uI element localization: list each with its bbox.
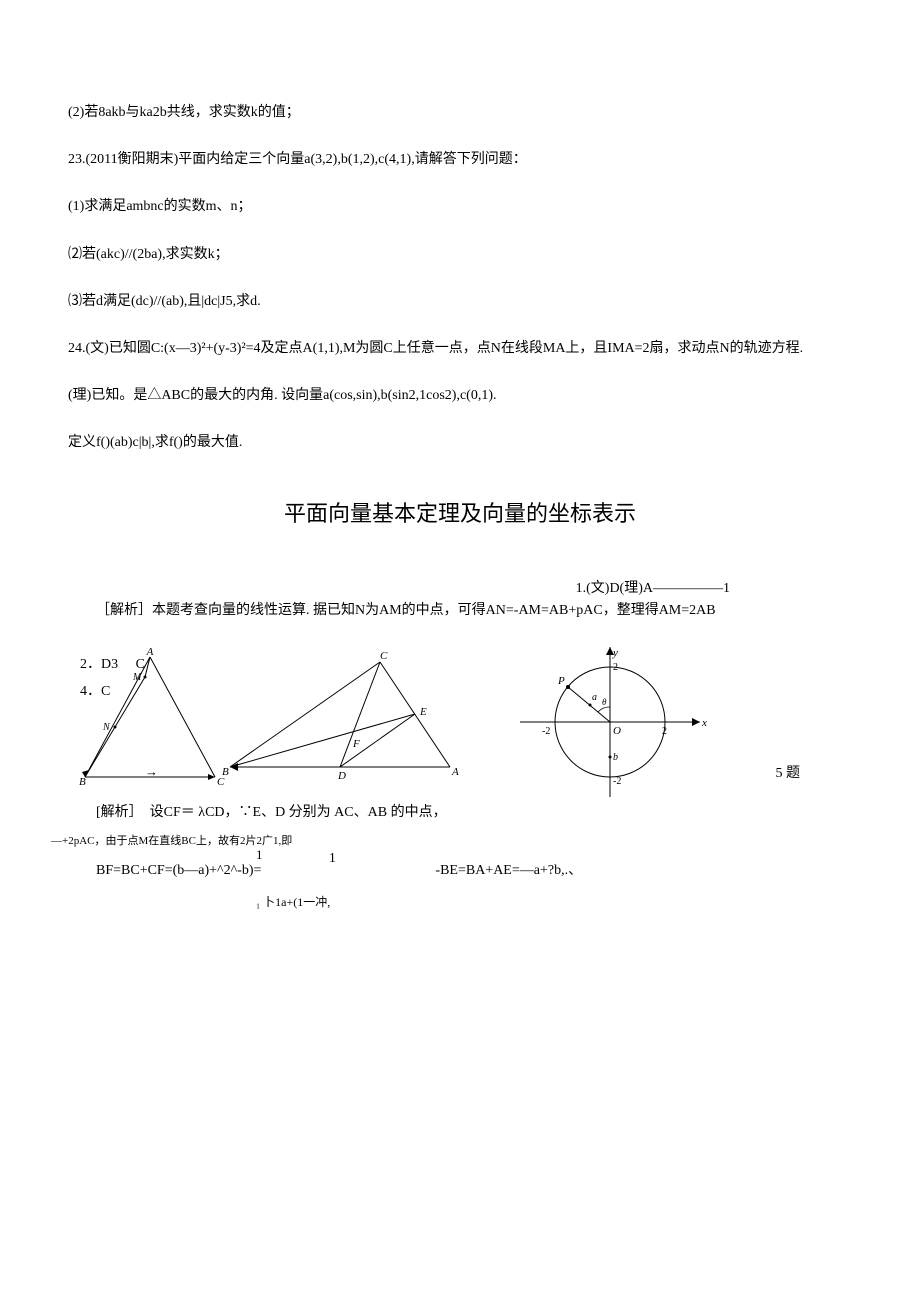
- formula-1: 1: [273, 846, 336, 871]
- frac-1-top: 1: [200, 843, 263, 866]
- circ-label-P: P: [557, 675, 565, 687]
- problem-23-3: ⑶若d满足(dc)//(ab),且|dc|J5,求d.: [40, 289, 880, 314]
- tri1-label-B: B: [79, 776, 86, 787]
- answer-1-analysis: ［解析］本题考查向量的线性运算. 据已知N为AM的中点，可得AN=-AM=AB+…: [40, 600, 880, 622]
- problem-24-def: 定义f()(ab)c|b|,求f()的最大值.: [40, 430, 880, 455]
- label-2-d-3-c: 2．D3 C: [80, 652, 145, 679]
- circ-label-a: a: [592, 692, 597, 703]
- circ-label-b: b: [613, 752, 618, 763]
- circ-label-n2-bot: -2: [613, 776, 621, 787]
- circ-label-theta: θ: [602, 697, 607, 707]
- tri2-label-A: A: [451, 766, 459, 778]
- tri2-label-B: B: [222, 766, 229, 778]
- circ-label-p2-right: 2: [662, 726, 667, 737]
- tri2-label-E: E: [419, 706, 427, 718]
- sub-line: ₁ 卜1a+(1一冲,: [40, 893, 880, 910]
- problem-23: 23.(2011衡阳期末)平面内给定三个向量a(3,2),b(1,2),c(4,…: [40, 147, 880, 172]
- circ-label-p2-top: 2: [613, 662, 618, 673]
- figure-triangle-2: B A C D E F: [220, 647, 470, 787]
- section-title: 平面向量基本定理及向量的坐标表示: [40, 496, 880, 528]
- small-note: —+2pAC，由于点M在直线BC上，故有2片2广1,即: [40, 833, 880, 851]
- circ-label-n2-left: -2: [542, 726, 550, 737]
- circ-label-O: O: [613, 725, 621, 737]
- figure-circle: y x O P a b θ 2 -2 2 -2: [510, 642, 710, 802]
- problem-24-wen: 24.(文)已知圆C:(x—3)²+(y-3)²=4及定点A(1,1),M为圆C…: [40, 336, 880, 361]
- problem-23-1: (1)求满足ambnc的实数m、n；: [40, 194, 880, 219]
- tri2-label-F: F: [352, 738, 360, 750]
- answer-labels: 2．D3 C 4．C: [80, 652, 145, 705]
- tri1-label-A: A: [146, 647, 154, 658]
- tri2-label-D: D: [337, 770, 346, 782]
- label-4-c: 4．C: [80, 679, 145, 706]
- problem-22-2: (2)若8akb与ka2b共线，求实数k的值；: [40, 100, 880, 125]
- circ-label-x: x: [701, 717, 707, 729]
- formula-right: -BE=BA+AE=—a+?b,.、: [379, 858, 582, 883]
- tri2-label-C: C: [380, 650, 388, 662]
- problem-23-2: ⑵若(akc)//(2ba),求实数k；: [40, 242, 880, 267]
- circ-label-y: y: [612, 647, 618, 659]
- formula-bf: 1 BF=BC+CF=(b—a)+^2^-b)= 1 -BE=BA+AE=—a+…: [40, 858, 880, 883]
- tri1-label-N: N: [102, 722, 111, 733]
- figures-row: 2．D3 C 4．C → A B C M N B A C D E F: [40, 642, 880, 802]
- figure-5-label: 5 题: [776, 762, 801, 782]
- problem-24-li: (理)已知。是△ABC的最大的内角. 设向量a(cos,sin),b(sin2,…: [40, 383, 880, 408]
- answer-1-top: 1.(文)D(理)A—————1: [40, 578, 880, 600]
- arrow-symbol: →: [145, 764, 158, 780]
- analysis-cf: [解析］ 设CF＝ λCD，∵E、D 分别为 AC、AB 的中点，: [40, 802, 880, 824]
